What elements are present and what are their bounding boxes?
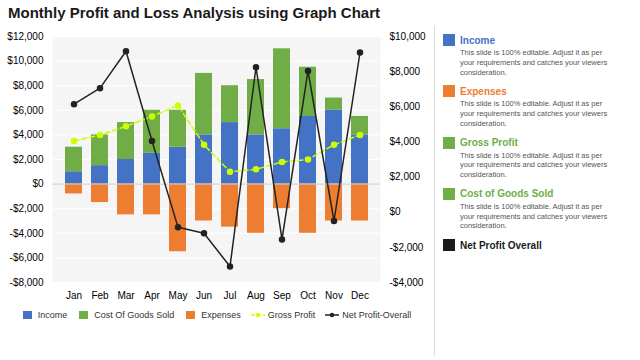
svg-text:$2,000: $2,000 bbox=[13, 154, 44, 165]
html-text:This slide is 100% editable. A: This slide is 100% editable. Adjust it a… bbox=[460, 48, 608, 77]
html-text:Net Profit-Overall: Net Profit-Overall bbox=[342, 310, 412, 320]
svg-text:Dec: Dec bbox=[351, 290, 369, 301]
svg-text:-$4,000: -$4,000 bbox=[10, 228, 44, 239]
svg-text:$4,000: $4,000 bbox=[390, 136, 421, 147]
html-text:Income: Income bbox=[460, 34, 495, 46]
svg-text:$10,000: $10,000 bbox=[7, 55, 44, 66]
html-text:Gross Profit: Gross Profit bbox=[460, 137, 518, 148]
svg-text:Sep: Sep bbox=[273, 290, 291, 301]
svg-text:$4,000: $4,000 bbox=[13, 129, 44, 140]
svg-text:-$8,000: -$8,000 bbox=[10, 277, 44, 288]
svg-text:$2,000: $2,000 bbox=[390, 171, 421, 182]
svg-text:Nov: Nov bbox=[325, 290, 343, 301]
svg-text:Mar: Mar bbox=[117, 290, 135, 301]
html-text:This slide is 100% editable. A: This slide is 100% editable. Adjust it a… bbox=[460, 201, 608, 231]
svg-text:May: May bbox=[169, 290, 188, 301]
svg-text:$6,000: $6,000 bbox=[13, 105, 44, 116]
svg-text:-$4,000: -$4,000 bbox=[390, 277, 424, 288]
svg-text:-$6,000: -$6,000 bbox=[10, 252, 44, 263]
svg-text:Apr: Apr bbox=[144, 290, 160, 301]
svg-text:Feb: Feb bbox=[91, 290, 109, 301]
svg-text:$8,000: $8,000 bbox=[390, 66, 421, 77]
svg-text:Jun: Jun bbox=[196, 290, 212, 301]
svg-text:Jan: Jan bbox=[66, 290, 82, 301]
svg-text:$0: $0 bbox=[390, 206, 402, 217]
svg-text:$12,000: $12,000 bbox=[7, 31, 44, 42]
html-text:Cost Of Goods Sold: Cost Of Goods Sold bbox=[94, 310, 175, 320]
svg-text:$6,000: $6,000 bbox=[390, 101, 421, 112]
html-text:Expenses: Expenses bbox=[201, 310, 241, 320]
svg-text:$8,000: $8,000 bbox=[13, 80, 44, 91]
html-text:Cost of Goods Sold: Cost of Goods Sold bbox=[460, 188, 554, 200]
svg-text:-$2,000: -$2,000 bbox=[390, 242, 424, 253]
svg-text:Oct: Oct bbox=[300, 290, 316, 301]
html-text:This slide is 100% editable. A: This slide is 100% editable. Adjust it a… bbox=[460, 99, 608, 128]
html-text:Monthly Profit and Loss Analys: Monthly Profit and Loss Analysis using G… bbox=[8, 4, 380, 21]
html-text:Income: Income bbox=[37, 310, 68, 320]
svg-text:$10,000: $10,000 bbox=[390, 31, 427, 42]
svg-text:Aug: Aug bbox=[247, 290, 265, 301]
svg-text:Jul: Jul bbox=[224, 290, 237, 301]
html-text:Gross Profit: Gross Profit bbox=[267, 310, 316, 320]
html-text:Net Profit Overall: Net Profit Overall bbox=[460, 239, 542, 251]
html-text:This slide is 100% editable. A: This slide is 100% editable. Adjust it a… bbox=[460, 150, 608, 179]
svg-text:$0: $0 bbox=[32, 178, 44, 189]
html-text:Expenses: Expenses bbox=[460, 85, 507, 97]
svg-text:-$2,000: -$2,000 bbox=[10, 203, 44, 214]
